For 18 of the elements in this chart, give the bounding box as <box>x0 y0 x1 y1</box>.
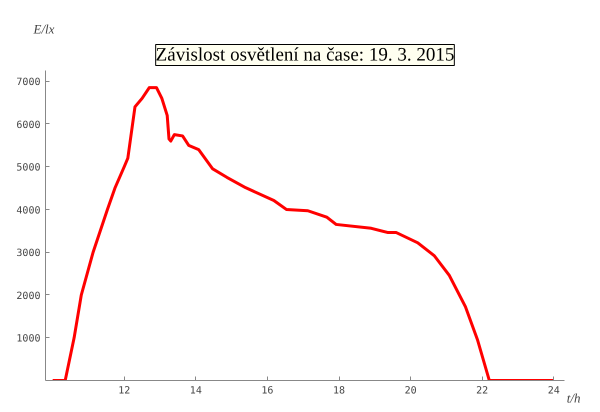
y-tick-label: 6000 <box>16 120 41 131</box>
x-tick-label: 24 <box>548 386 560 396</box>
x-tick-label: 14 <box>190 386 202 396</box>
y-tick-label: 5000 <box>16 162 41 174</box>
y-tick-label: 3000 <box>16 248 41 260</box>
x-tick-label: 18 <box>332 386 346 396</box>
x-tick-label: 16 <box>261 386 274 396</box>
y-tick-label: 2000 <box>16 290 41 302</box>
y-tick-label: 7000 <box>16 77 41 88</box>
line-series <box>51 86 556 380</box>
x-axis-title: t/h <box>566 390 581 406</box>
x-tick-label: 20 <box>404 386 417 396</box>
chart-title: Závislost osvětlení na čase: 19. 3. 2015 <box>156 44 454 66</box>
y-tick-label: 1000 <box>16 334 41 345</box>
y-axis-title: E/lx <box>32 22 55 36</box>
x-tick-label: 12 <box>118 386 130 396</box>
x-tick-label: 22 <box>476 386 488 396</box>
y-tick-label: 4000 <box>16 205 41 216</box>
